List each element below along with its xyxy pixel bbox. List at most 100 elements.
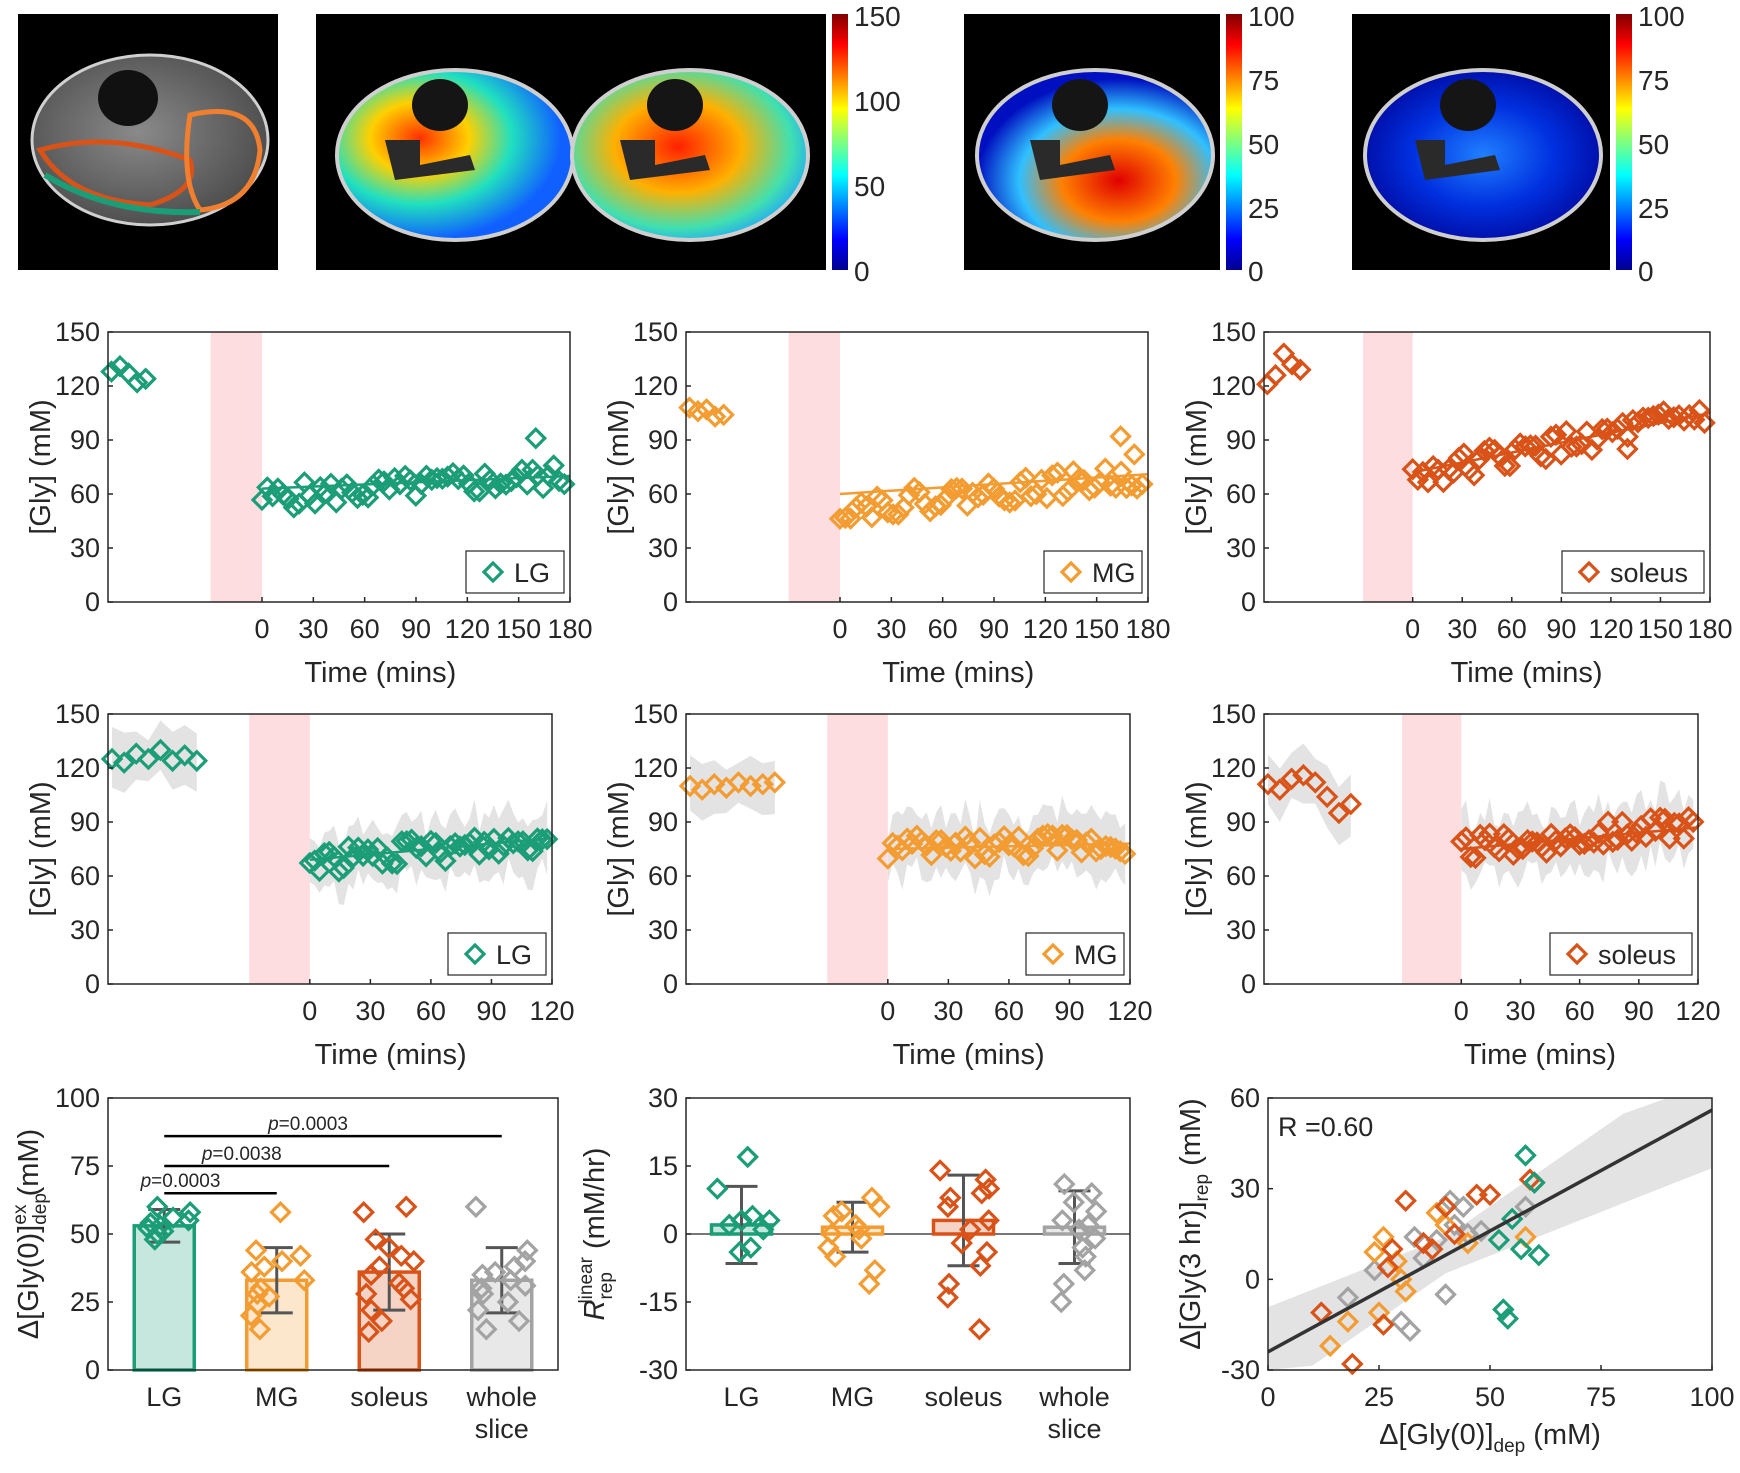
data-point: [1549, 835, 1572, 858]
data-point: [928, 1159, 952, 1182]
data-point: [1596, 810, 1620, 834]
data-point: [507, 1309, 531, 1333]
pre-exercise-point: [173, 744, 196, 767]
x-tick-label: 150: [1638, 614, 1683, 644]
data-point: [1487, 1228, 1511, 1252]
x-tick-label: LG: [723, 1382, 759, 1412]
y-axis-label: [Gly] (mM): [603, 399, 635, 534]
data-point: [535, 827, 559, 851]
colorbar-tick: 50: [1638, 129, 1669, 160]
data-point: [1544, 423, 1568, 446]
data-point: [752, 1218, 775, 1241]
legend-label: MG: [1074, 940, 1118, 970]
exercise-window: [1402, 714, 1462, 984]
data-point: [503, 1255, 526, 1278]
x-tick-label: soleus: [350, 1382, 428, 1412]
plot-border: [107, 1097, 559, 1371]
y-tick-label: 0: [1241, 969, 1256, 999]
data-point: [1003, 489, 1027, 512]
x-tick-label: 90: [1054, 996, 1084, 1026]
x-tick-label: 0: [254, 614, 269, 644]
data-point: [1425, 1201, 1448, 1225]
data-point: [1031, 824, 1055, 847]
x-tick-label: 90: [1546, 614, 1576, 644]
data-point: [516, 839, 540, 862]
data-point: [969, 1254, 992, 1277]
data-point: [730, 1209, 753, 1232]
data-point: [718, 1213, 741, 1237]
legend-MG: MG: [1025, 932, 1125, 976]
data-point: [1109, 425, 1132, 448]
pre-exercise-point: [1268, 778, 1292, 801]
y-tick-label: 90: [70, 425, 100, 455]
data-point: [1052, 1272, 1076, 1296]
colorbar-gly-map: 150 100 50 0: [832, 1, 901, 287]
data-point: [1123, 443, 1146, 466]
data-point: [424, 831, 448, 855]
colorbar-tick: 50: [854, 171, 885, 202]
x-tick-label: 120: [1023, 614, 1068, 644]
exercise-window: [210, 332, 262, 602]
y-tick-label: 0: [663, 969, 678, 999]
x-tick-label: MG: [255, 1382, 299, 1412]
y-axis-label: [Gly] (mM): [25, 399, 57, 534]
data-point: [293, 1268, 316, 1292]
data-point: [1519, 434, 1542, 457]
y-tick-label: 90: [70, 807, 100, 837]
gly-map-pre-post-image: [316, 14, 826, 270]
data-point: [351, 483, 375, 507]
data-point: [362, 473, 385, 497]
data-point: [146, 1195, 169, 1219]
data-point: [1606, 417, 1629, 441]
y-tick-label: 0: [663, 587, 678, 617]
data-point: [1084, 1200, 1108, 1223]
colorbar-tick: 0: [1248, 256, 1264, 287]
y-tick-label: 60: [1230, 1083, 1260, 1113]
data-point: [149, 1214, 172, 1238]
data-point: [487, 842, 510, 865]
x-axis-label: Δ[Gly(0)]dep (mM): [1379, 1419, 1601, 1457]
data-point: [327, 860, 351, 883]
data-point: [1527, 1243, 1551, 1267]
x-tick-label: 120: [1675, 996, 1720, 1026]
data-point: [1372, 1225, 1395, 1249]
data-point: [1072, 468, 1096, 492]
x-tick-label: 90: [979, 614, 1009, 644]
data-point: [244, 1239, 268, 1262]
y-axis-label: [Gly] (mM): [1181, 781, 1213, 916]
data-point: [1040, 464, 1064, 487]
data-point: [1036, 822, 1059, 846]
y-tick-label: 0: [1241, 587, 1256, 617]
data-point: [929, 493, 953, 517]
pre-exercise-point: [1256, 772, 1280, 796]
data-point: [830, 1200, 853, 1223]
data-point: [945, 476, 968, 500]
data-point: [1560, 435, 1583, 459]
x-tick-label: 75: [1586, 1382, 1616, 1412]
data-point: [484, 477, 507, 500]
data-point: [394, 1195, 418, 1219]
data-point: [876, 847, 900, 870]
y-tick-label: -15: [639, 1287, 678, 1317]
data-point: [937, 1272, 961, 1296]
legend-soleus: soleus: [1549, 932, 1693, 976]
legend-MG: MG: [1043, 550, 1143, 594]
y-axis-label: [Gly] (mM): [1181, 399, 1213, 534]
data-point: [1434, 1283, 1457, 1306]
data-point: [924, 829, 948, 852]
timeseries-panel-ts2-lg: 0 30 60 90 120 150 0 30 60 90 120 Time (mins) [Gly] …: [25, 699, 575, 1071]
data-point: [1473, 439, 1496, 463]
data-point: [936, 1286, 959, 1309]
pre-exercise-point: [1304, 771, 1327, 794]
data-point: [1565, 435, 1588, 458]
data-point: [1452, 1195, 1475, 1219]
data-point: [1073, 1259, 1097, 1282]
pre-exercise-point: [1264, 363, 1287, 387]
legend-marker: [481, 560, 505, 584]
pre-exercise-point: [727, 771, 750, 794]
x-tick-label: 60: [1497, 614, 1527, 644]
data-point: [1535, 841, 1558, 864]
data-point: [466, 1298, 490, 1322]
